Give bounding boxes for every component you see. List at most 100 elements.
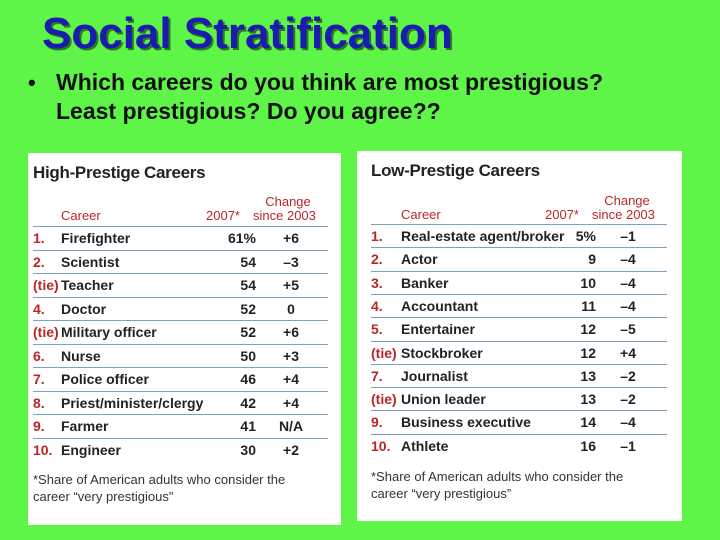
row-pct: 5% <box>575 228 596 244</box>
row-rank: 3. <box>371 274 383 291</box>
low-col-change-2: since 2003 <box>592 207 655 222</box>
low-col-change-1: Change <box>604 193 650 208</box>
row-pct: 52 <box>240 324 256 340</box>
table-row: 4. Doctor 52 0 <box>33 296 328 321</box>
low-col-career: Career <box>401 207 441 222</box>
row-rank: 4. <box>33 300 45 317</box>
row-career: Athlete <box>401 437 449 454</box>
high-col-change-2: since 2003 <box>253 208 316 223</box>
table-row: 10. Engineer 30 +2 <box>33 437 328 462</box>
row-pct: 50 <box>240 347 256 364</box>
row-rank: (tie) <box>371 344 397 361</box>
low-footnote-2: career “very prestigious” <box>371 486 512 501</box>
row-rank: 1. <box>33 230 45 246</box>
row-career: Accountant <box>401 297 478 314</box>
row-rank: 10. <box>371 437 391 454</box>
row-pct: 11 <box>581 297 596 314</box>
row-change: +4 <box>283 394 299 411</box>
high-col-2007: 2007* <box>206 208 240 223</box>
row-pct: 13 <box>580 391 596 408</box>
row-pct: 12 <box>580 344 596 361</box>
table-row: 3. Banker 10 –4 <box>371 270 667 295</box>
low-footnote-1: *Share of American adults who consider t… <box>371 469 624 484</box>
row-pct: 42 <box>240 394 256 411</box>
row-rank: 7. <box>371 367 383 384</box>
row-pct: 13 <box>580 367 596 384</box>
row-career: Real-estate agent/broker <box>401 228 565 244</box>
row-pct: 9 <box>588 251 596 268</box>
row-change: –4 <box>620 251 636 268</box>
row-change: –5 <box>620 321 636 338</box>
row-change: +4 <box>620 344 636 361</box>
row-change: –2 <box>620 391 636 408</box>
row-change: +2 <box>283 441 299 458</box>
row-change: –1 <box>620 437 636 454</box>
table-row: 2. Actor 9 –4 <box>371 247 667 271</box>
row-pct: 52 <box>240 300 256 317</box>
row-career: Engineer <box>61 441 121 458</box>
table-row: 10. Athlete 16 –1 <box>371 433 667 458</box>
high-table-title: High-Prestige Careers <box>33 163 206 182</box>
row-change: +3 <box>283 347 299 364</box>
low-table-title: Low-Prestige Careers <box>371 161 540 180</box>
table-row: (tie) Teacher 54 +5 <box>33 273 328 297</box>
table-row: 4. Accountant 11 –4 <box>371 293 667 318</box>
table-row: 9. Business executive 14 –4 <box>371 410 667 434</box>
row-pct: 41 <box>240 418 256 434</box>
row-rank: 6. <box>33 347 45 364</box>
table-row: (tie) Stockbroker 12 +4 <box>371 340 667 365</box>
row-rank: 9. <box>371 414 383 431</box>
row-career: Military officer <box>61 324 157 340</box>
low-prestige-table: Low-Prestige Careers Change Career 2007*… <box>357 151 682 521</box>
row-career: Banker <box>401 274 449 291</box>
row-rank: (tie) <box>371 391 397 408</box>
high-col-change-1: Change <box>265 194 311 209</box>
row-career: Actor <box>401 251 438 268</box>
table-row: 1. Real-estate agent/broker 5% –1 <box>371 224 667 248</box>
row-pct: 12 <box>580 321 596 338</box>
row-career: Doctor <box>61 300 107 317</box>
high-footnote-1: *Share of American adults who consider t… <box>33 472 286 487</box>
table-row: 8. Priest/minister/clergy 42 +4 <box>33 390 328 415</box>
row-rank: (tie) <box>33 324 59 340</box>
row-career: Entertainer <box>401 321 475 338</box>
row-rank: 4. <box>371 297 383 314</box>
row-pct: 61% <box>227 230 256 246</box>
row-rank: (tie) <box>33 277 59 293</box>
table-row: 5. Entertainer 12 –5 <box>371 317 667 341</box>
row-change: +6 <box>283 230 299 246</box>
high-prestige-table: High-Prestige Careers Change Career 2007… <box>28 153 341 525</box>
row-pct: 10 <box>580 274 596 291</box>
table-row: 6. Nurse 50 +3 <box>33 343 328 368</box>
table-row: 1. Firefighter 61% +6 <box>33 226 328 250</box>
row-career: Business executive <box>401 414 531 431</box>
row-career: Journalist <box>401 367 468 384</box>
row-change: +5 <box>283 277 299 293</box>
row-change: +4 <box>283 371 299 387</box>
row-career: Priest/minister/clergy <box>61 394 204 411</box>
row-career: Firefighter <box>61 230 131 246</box>
table-row: 2. Scientist 54 –3 <box>33 249 328 274</box>
row-change: +6 <box>283 324 299 340</box>
row-rank: 1. <box>371 228 383 244</box>
table-row: 7. Journalist 13 –2 <box>371 363 667 388</box>
table-row: (tie) Union leader 13 –2 <box>371 387 667 411</box>
row-rank: 2. <box>371 251 383 268</box>
row-change: –4 <box>620 414 636 431</box>
low-col-2007: 2007* <box>545 207 579 222</box>
row-pct: 14 <box>580 414 596 431</box>
row-career: Scientist <box>61 253 120 270</box>
row-change: –1 <box>620 228 636 244</box>
row-pct: 46 <box>240 371 256 387</box>
table-row: 7. Police officer 46 +4 <box>33 367 328 391</box>
row-change: –2 <box>620 367 636 384</box>
row-pct: 30 <box>240 441 256 458</box>
high-footnote-2: career “very prestigious” <box>33 489 174 504</box>
row-change: –4 <box>620 274 636 291</box>
bullet-icon: • <box>28 70 36 95</box>
row-rank: 10. <box>33 441 53 458</box>
row-change: 0 <box>287 300 295 317</box>
row-career: Nurse <box>61 347 101 364</box>
row-career: Farmer <box>61 418 109 434</box>
row-rank: 2. <box>33 253 45 270</box>
